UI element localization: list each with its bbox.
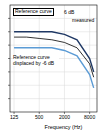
- annotation: 6 dB: [64, 10, 74, 16]
- grid-line: [64, 5, 65, 112]
- y-tick: [8, 58, 10, 59]
- grid-line: [10, 45, 97, 46]
- y-tick: [8, 85, 10, 86]
- y-tick: [8, 18, 10, 19]
- y-tick: [8, 98, 10, 99]
- plot-area: [10, 5, 97, 112]
- annotation: measured: [72, 18, 94, 24]
- x-axis-label: Frequency (Hz): [45, 124, 83, 130]
- chart-root: 125 500 2000 8000Frequency (Hz) Reference cu…: [0, 0, 100, 133]
- grid-line: [10, 85, 97, 86]
- x-tick-label: 8000: [84, 114, 95, 120]
- x-tick-label: 125: [10, 114, 19, 120]
- grid-line: [10, 98, 97, 99]
- y-tick: [8, 71, 10, 72]
- annotation: Reference curve: [13, 8, 54, 16]
- annotation: Reference curve displaced by -6 dB: [13, 55, 59, 66]
- y-tick: [8, 31, 10, 32]
- x-tick-label: 2000: [59, 114, 70, 120]
- y-tick: [8, 45, 10, 46]
- grid-line: [10, 71, 97, 72]
- x-tick-label: 500: [35, 114, 44, 120]
- plot-frame: [10, 5, 97, 112]
